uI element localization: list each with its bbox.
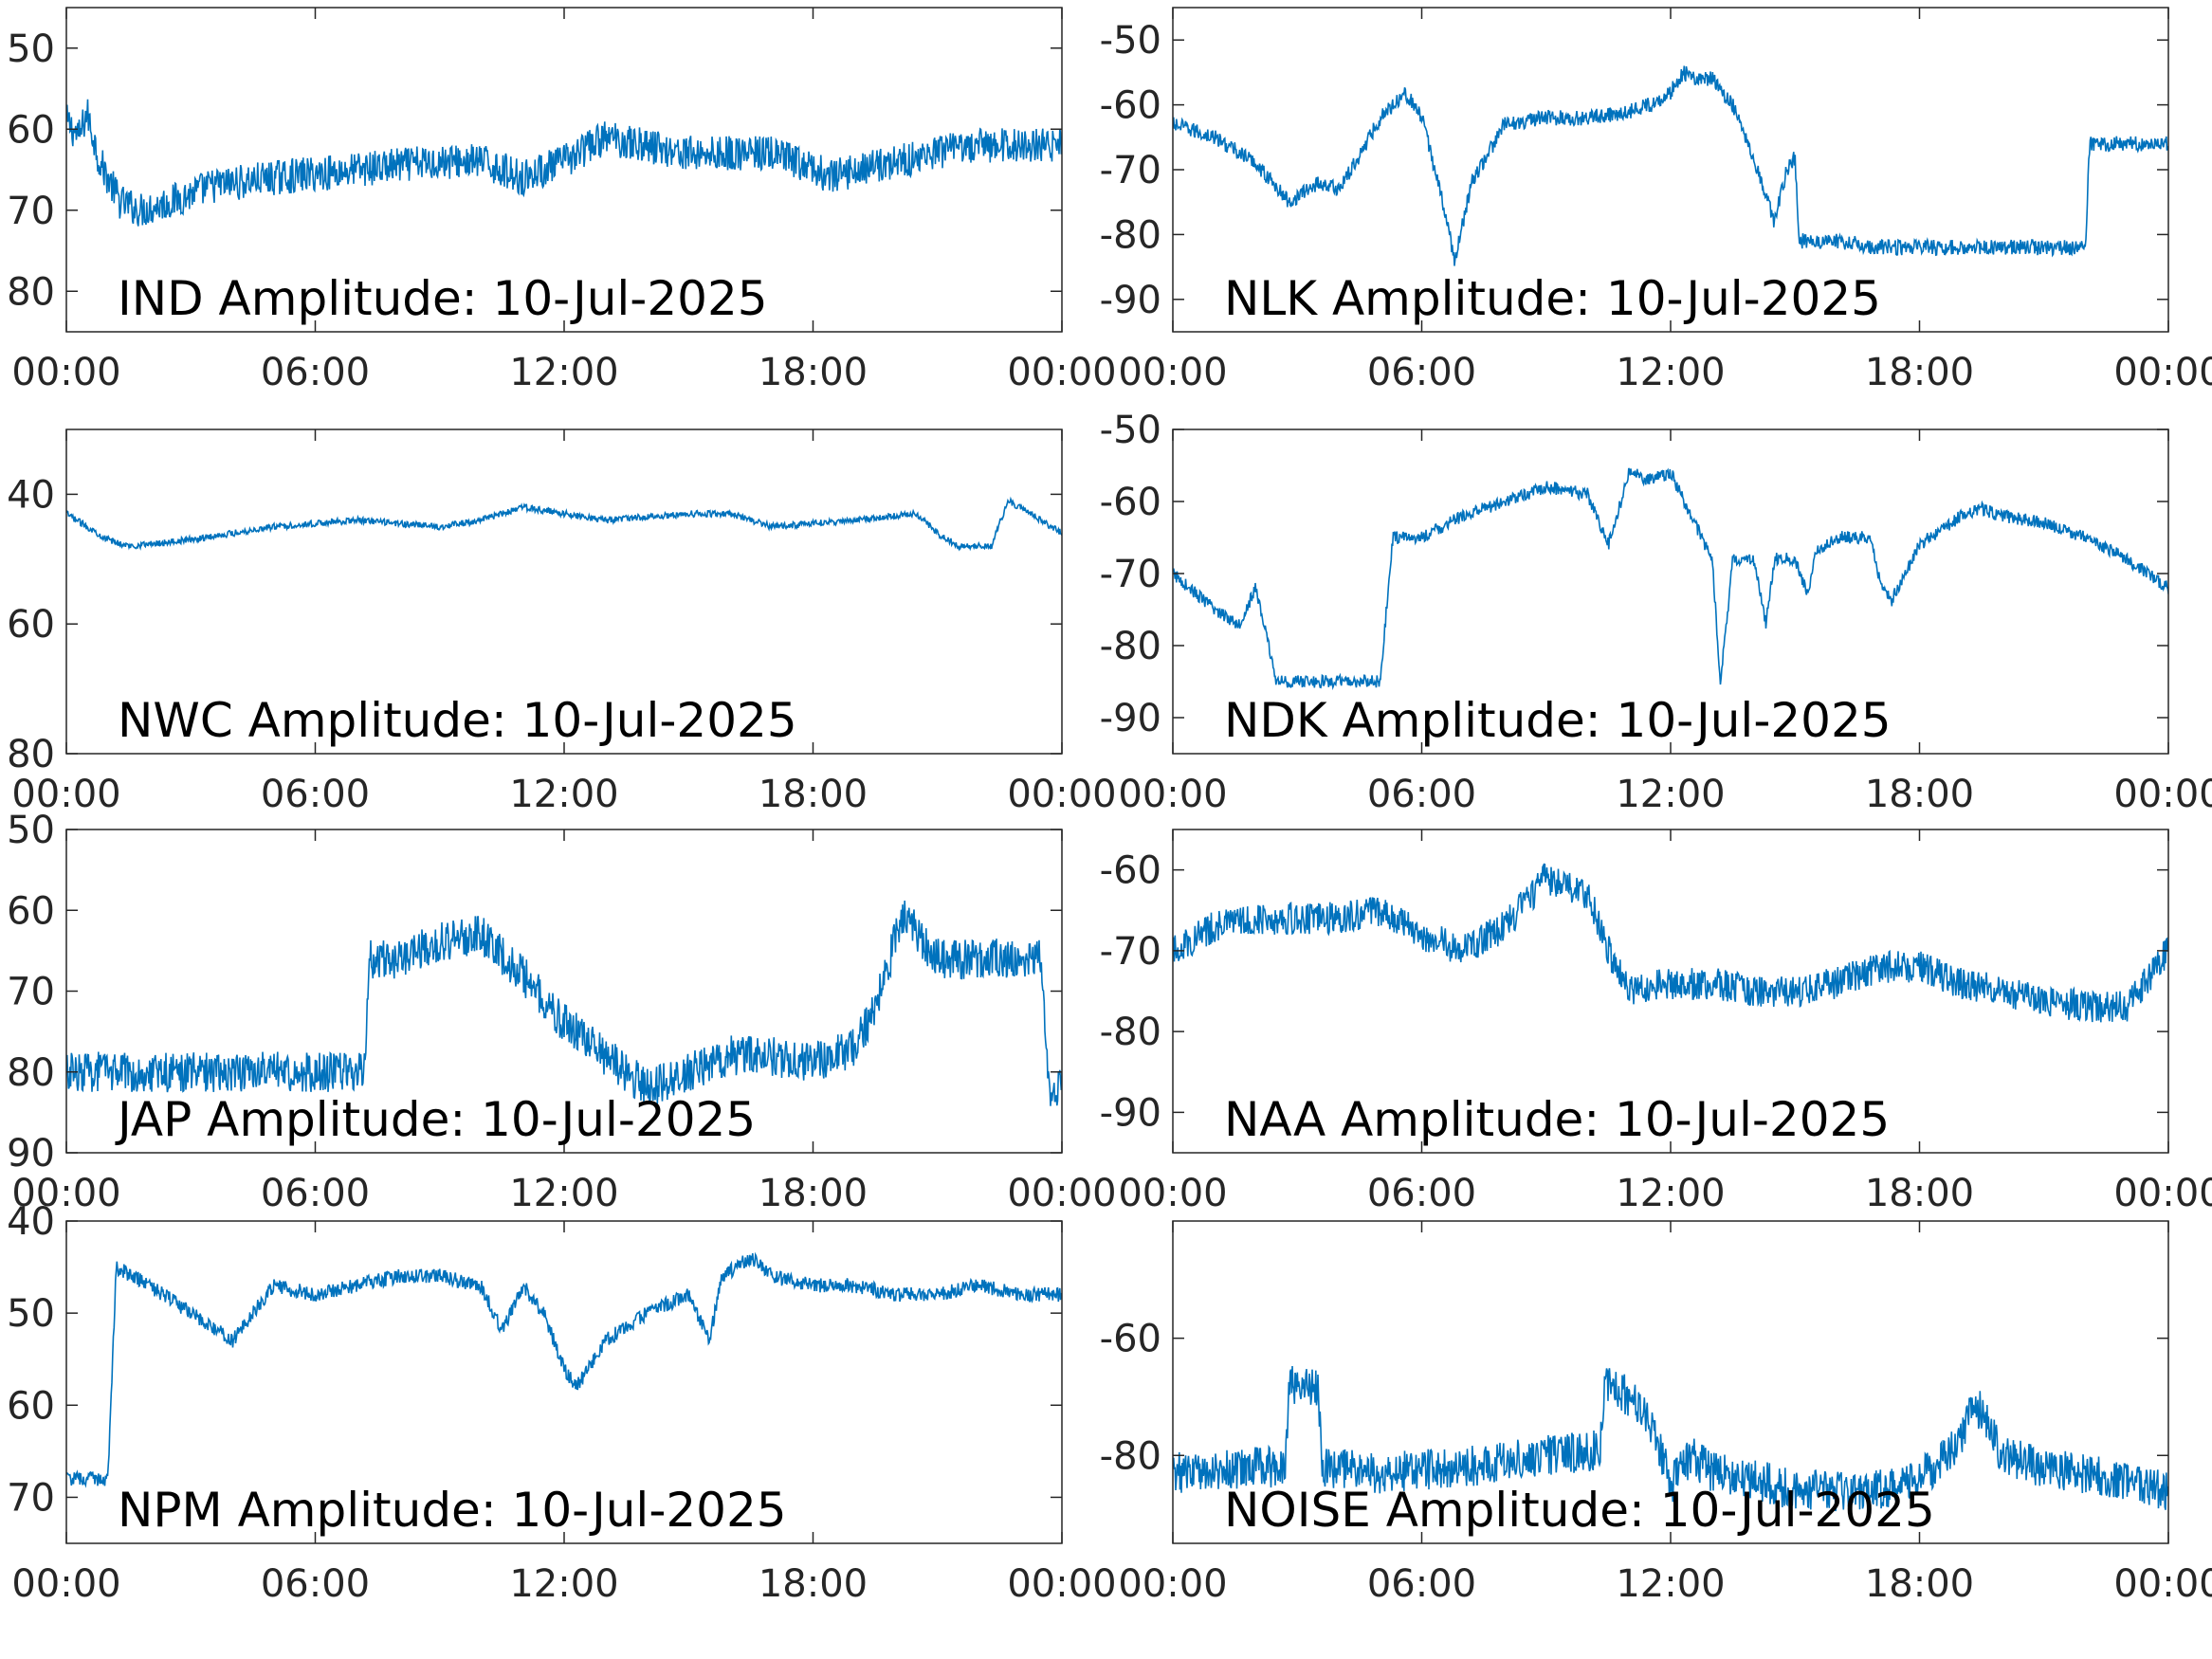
- x-tick-label: 06:00: [1367, 351, 1476, 394]
- y-tick-label: -80: [1100, 1434, 1161, 1478]
- y-tick-label: -70: [1100, 553, 1161, 596]
- panel-title: NAA Amplitude: 10-Jul-2025: [1224, 1092, 1890, 1147]
- x-tick-label: 12:00: [509, 1172, 618, 1215]
- x-tick-label: 18:00: [759, 351, 868, 394]
- x-tick-label: 00:00: [11, 1172, 120, 1215]
- panel-4: 00:00 06:00 12:00 18:00 00:00 -50 -60 -70 -80 -90…: [1100, 409, 2212, 816]
- series-line: [1173, 862, 2168, 1023]
- series-line: [1173, 467, 2168, 691]
- x-tick-label: 06:00: [1367, 1562, 1476, 1606]
- x-tick-label: 00:00: [11, 351, 120, 394]
- y-tick-label: 80: [7, 1051, 55, 1095]
- x-tick-label: 18:00: [1865, 351, 1974, 394]
- panel-8: 00:00 06:00 12:00 18:00 00:00 -60 -80 NOISE Amp…: [1100, 1220, 2212, 1606]
- x-tick-label: 12:00: [1616, 1172, 1725, 1215]
- y-tick-label: 80: [7, 733, 55, 776]
- x-tick-label: 06:00: [261, 1562, 370, 1606]
- x-tick-label: 00:00: [11, 1562, 120, 1606]
- x-tick-label: 00:00: [1118, 773, 1227, 816]
- y-tick-label: 50: [7, 1292, 55, 1336]
- x-tick-label: 00:00: [2113, 773, 2212, 816]
- x-tick-label: 00:00: [2113, 351, 2212, 394]
- x-tick-label: 18:00: [1865, 1562, 1974, 1606]
- y-tick-label: -50: [1100, 409, 1161, 452]
- y-tick-label: 60: [7, 889, 55, 933]
- x-tick-label: 00:00: [1007, 351, 1116, 394]
- y-tick-label: -60: [1100, 849, 1161, 893]
- x-tick-label: 06:00: [1367, 773, 1476, 816]
- x-tick-label: 12:00: [1616, 1562, 1725, 1606]
- y-tick-label: -70: [1100, 149, 1161, 192]
- panel-7: 00:00 06:00 12:00 18:00 00:00 40 50 60 70 NPM Amp…: [7, 1200, 1117, 1606]
- panel-5: 00:00 06:00 12:00 18:00 00:00 50 60 70 80 90 JAP A…: [7, 809, 1117, 1215]
- x-tick-label: 06:00: [261, 351, 370, 394]
- panel-6: 00:00 06:00 12:00 18:00 00:00 -60 -70 -80 -90 NAA…: [1100, 829, 2212, 1215]
- y-tick-label: 60: [7, 603, 55, 647]
- series-line: [66, 1251, 1062, 1488]
- y-tick-label: -60: [1100, 84, 1161, 128]
- y-tick-label: 50: [7, 27, 55, 71]
- series-line: [1173, 65, 2168, 266]
- y-tick-label: 70: [7, 190, 55, 233]
- y-tick-label: -90: [1100, 279, 1161, 322]
- y-tick-label: 40: [7, 1200, 55, 1244]
- y-tick-label: 40: [7, 473, 55, 517]
- series-line: [66, 496, 1062, 552]
- x-tick-label: 12:00: [509, 1562, 618, 1606]
- y-tick-label: 80: [7, 270, 55, 314]
- panel-2: 00:00 06:00 12:00 18:00 00:00 -50 -60 -70 -80 -90…: [1100, 7, 2212, 394]
- x-tick-label: 18:00: [759, 1562, 868, 1606]
- y-tick-label: -60: [1100, 1318, 1161, 1361]
- x-tick-label: 18:00: [1865, 1172, 1974, 1215]
- y-tick-label: -90: [1100, 697, 1161, 740]
- x-tick-label: 00:00: [1118, 1562, 1227, 1606]
- y-tick-label: 60: [7, 1384, 55, 1428]
- x-tick-label: 12:00: [1616, 351, 1725, 394]
- y-tick-label: 60: [7, 108, 55, 152]
- y-tick-label: 70: [7, 971, 55, 1014]
- x-tick-label: 06:00: [1367, 1172, 1476, 1215]
- x-tick-label: 12:00: [1616, 773, 1725, 816]
- x-tick-label: 18:00: [759, 1172, 868, 1215]
- y-tick-label: 50: [7, 809, 55, 852]
- x-tick-label: 00:00: [1007, 1562, 1116, 1606]
- x-tick-label: 12:00: [509, 773, 618, 816]
- x-tick-label: 00:00: [11, 773, 120, 816]
- panel-title: NWC Amplitude: 10-Jul-2025: [118, 693, 797, 748]
- series-line: [66, 99, 1062, 227]
- y-tick-label: -80: [1100, 1011, 1161, 1054]
- x-tick-label: 00:00: [1007, 1172, 1116, 1215]
- y-tick-label: -50: [1100, 19, 1161, 63]
- panel-title: IND Amplitude: 10-Jul-2025: [118, 271, 768, 326]
- panel-title: JAP Amplitude: 10-Jul-2025: [115, 1092, 756, 1147]
- y-tick-label: -80: [1100, 625, 1161, 668]
- x-tick-label: 00:00: [1118, 351, 1227, 394]
- panel-title: NPM Amplitude: 10-Jul-2025: [118, 1483, 787, 1538]
- series-line: [66, 900, 1062, 1106]
- series-line: [1173, 1365, 2168, 1512]
- x-tick-label: 18:00: [1865, 773, 1974, 816]
- x-tick-label: 06:00: [261, 1172, 370, 1215]
- y-tick-label: 90: [7, 1132, 55, 1176]
- panel-title: NDK Amplitude: 10-Jul-2025: [1224, 693, 1892, 748]
- x-tick-label: 06:00: [261, 773, 370, 816]
- y-tick-label: 70: [7, 1476, 55, 1520]
- panel-3: 00:00 06:00 12:00 18:00 00:00 40 60 80 NWC Ampli…: [7, 428, 1117, 816]
- y-tick-label: -70: [1100, 930, 1161, 974]
- x-tick-label: 00:00: [1118, 1172, 1227, 1215]
- y-tick-label: -90: [1100, 1091, 1161, 1135]
- x-tick-label: 00:00: [2113, 1562, 2212, 1606]
- y-tick-label: -80: [1100, 213, 1161, 257]
- panel-title: NLK Amplitude: 10-Jul-2025: [1224, 271, 1881, 326]
- panel-title: NOISE Amplitude: 10-Jul-2025: [1224, 1483, 1935, 1538]
- x-tick-label: 00:00: [1007, 773, 1116, 816]
- x-tick-label: 12:00: [509, 351, 618, 394]
- y-tick-label: -60: [1100, 481, 1161, 524]
- x-tick-label: 00:00: [2113, 1172, 2212, 1215]
- x-tick-label: 18:00: [759, 773, 868, 816]
- panel-1: 00:00 06:00 12:00 18:00 00:00 50 60 70 80 IND Amp…: [7, 7, 1117, 394]
